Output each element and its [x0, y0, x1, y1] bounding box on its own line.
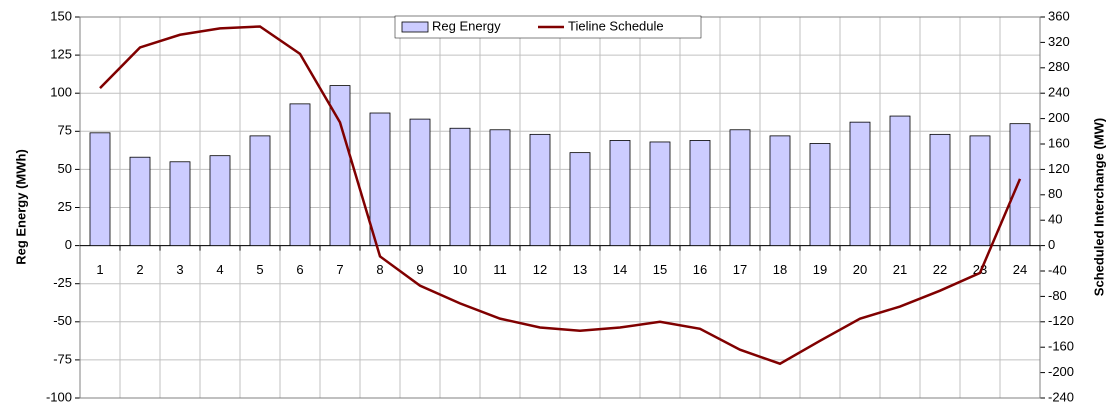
legend-label: Reg Energy — [432, 18, 501, 33]
x-tick-label: 14 — [613, 262, 627, 277]
x-tick-label: 3 — [176, 262, 183, 277]
bar — [769, 135, 791, 246]
bar — [689, 140, 711, 246]
y2-tick-label: 0 — [1048, 237, 1055, 252]
y-tick-label: 125 — [50, 47, 72, 62]
x-tick-label: 7 — [336, 262, 343, 277]
y2-tick-label: -40 — [1048, 262, 1067, 277]
bar — [889, 115, 911, 246]
legend-label: Tieline Schedule — [568, 18, 664, 33]
y2-tick-label: 40 — [1048, 212, 1062, 227]
y2-tick-label: -160 — [1048, 339, 1074, 354]
bar — [609, 140, 631, 246]
x-tick-label: 4 — [216, 262, 223, 277]
y2-tick-label: -80 — [1048, 288, 1067, 303]
bar — [169, 161, 191, 246]
bar — [249, 135, 271, 246]
y-tick-label: -25 — [53, 275, 72, 290]
bar — [569, 152, 591, 246]
x-tick-label: 20 — [853, 262, 867, 277]
y-tick-label: -100 — [46, 389, 72, 404]
bar — [209, 155, 231, 247]
bar — [289, 103, 311, 246]
y2-tick-label: 320 — [1048, 34, 1070, 49]
y2-tick-label: 240 — [1048, 85, 1070, 100]
legend-swatch — [401, 21, 429, 33]
bar — [129, 156, 151, 246]
y-tick-label: 100 — [50, 85, 72, 100]
y2-tick-label: 120 — [1048, 161, 1070, 176]
x-tick-label: 13 — [573, 262, 587, 277]
y2-tick-label: 360 — [1048, 8, 1070, 23]
y2-tick-label: 280 — [1048, 59, 1070, 74]
bar — [849, 121, 871, 246]
bar — [409, 118, 431, 246]
y-tick-label: 50 — [58, 161, 72, 176]
bar — [649, 141, 671, 247]
x-tick-label: 22 — [933, 262, 947, 277]
x-tick-label: 12 — [533, 262, 547, 277]
x-tick-label: 6 — [296, 262, 303, 277]
x-tick-label: 18 — [773, 262, 787, 277]
line — [99, 25, 1022, 366]
bar — [369, 112, 391, 246]
x-tick-label: 10 — [453, 262, 467, 277]
y-tick-label: 25 — [58, 199, 72, 214]
x-tick-label: 17 — [733, 262, 747, 277]
y2-tick-label: -120 — [1048, 313, 1074, 328]
y2-axis-title: Scheduled Interchange (MW) — [1091, 118, 1106, 296]
bar — [809, 143, 831, 247]
x-tick-label: 24 — [1013, 262, 1027, 277]
bar — [729, 129, 751, 246]
x-tick-label: 19 — [813, 262, 827, 277]
y-tick-label: 75 — [58, 123, 72, 138]
bar — [969, 135, 991, 246]
x-tick-label: 9 — [416, 262, 423, 277]
x-tick-label: 8 — [376, 262, 383, 277]
y2-tick-label: 80 — [1048, 186, 1062, 201]
y2-tick-label: 160 — [1048, 135, 1070, 150]
bar — [449, 127, 471, 246]
bar — [489, 129, 511, 246]
bar — [89, 132, 111, 247]
y-tick-label: -50 — [53, 313, 72, 328]
x-tick-label: 16 — [693, 262, 707, 277]
legend: Reg Energy Tieline Schedule — [394, 15, 702, 39]
y2-tick-label: 200 — [1048, 110, 1070, 125]
x-tick-label: 15 — [653, 262, 667, 277]
y2-tick-label: -200 — [1048, 364, 1074, 379]
y-tick-label: 0 — [65, 237, 72, 252]
bar — [329, 85, 351, 247]
x-tick-label: 5 — [256, 262, 263, 277]
y-axis-title: Reg Energy (MWh) — [13, 149, 28, 265]
bar — [529, 133, 551, 247]
x-tick-label: 21 — [893, 262, 907, 277]
y-tick-label: -75 — [53, 351, 72, 366]
bar — [1009, 123, 1031, 246]
x-tick-label: 11 — [493, 262, 507, 277]
y-tick-label: 150 — [50, 8, 72, 23]
bar — [929, 133, 951, 247]
x-tick-label: 2 — [136, 262, 143, 277]
x-tick-label: 1 — [96, 262, 103, 277]
y2-tick-label: -240 — [1048, 389, 1074, 404]
